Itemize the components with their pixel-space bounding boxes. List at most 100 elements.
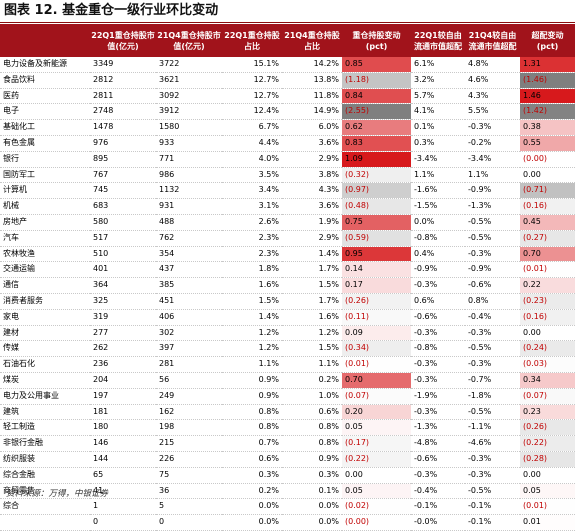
q1-cell: 767 xyxy=(90,167,156,184)
p4-cell: 0.2% xyxy=(282,372,342,389)
o1-cell: -1.5% xyxy=(411,198,465,215)
table-row: 计算机 745 1132 3.4% 4.3% (0.97) -1.6% -0.9% (0.71) xyxy=(0,182,575,200)
q4-cell: 75 xyxy=(156,467,222,484)
ochg-cell: 1.46 xyxy=(520,88,575,105)
q1-cell: 2812 xyxy=(90,72,156,89)
q1-cell: 277 xyxy=(90,325,156,342)
o4-cell: -3.4% xyxy=(465,151,520,168)
p1-cell: 2.3% xyxy=(222,246,282,263)
q1-cell: 745 xyxy=(90,182,156,200)
q4-cell: 488 xyxy=(156,214,222,231)
p4-cell: 0.8% xyxy=(282,435,342,452)
q1-cell: 181 xyxy=(90,404,156,421)
table-row: 医药 2811 3092 12.7% 11.8% 0.84 5.7% 4.3% 1.46 xyxy=(0,88,575,105)
p4-cell: 1.5% xyxy=(282,277,342,294)
chg-cell: (0.07) xyxy=(342,388,411,405)
p1-cell: 1.5% xyxy=(222,293,282,310)
q1-cell: 65 xyxy=(90,467,156,484)
ochg-cell: 0.55 xyxy=(520,135,575,152)
chg-cell: 0.17 xyxy=(342,277,411,294)
chg-cell: (0.97) xyxy=(342,182,411,200)
p1-cell: 2.6% xyxy=(222,214,282,231)
chg-cell: 1.09 xyxy=(342,151,411,168)
p1-cell: 1.2% xyxy=(222,340,282,358)
p4-cell: 3.6% xyxy=(282,135,342,152)
q1-cell: 204 xyxy=(90,372,156,389)
o1-cell: -1.9% xyxy=(411,388,465,405)
header-cell: 21Q4重仓持股市值(亿元) xyxy=(156,24,222,57)
p1-cell: 3.4% xyxy=(222,182,282,200)
p4-cell: 1.7% xyxy=(282,293,342,310)
name-cell: 交通运输 xyxy=(0,261,90,279)
ochg-cell: (0.07) xyxy=(520,388,575,405)
table-row: 电力及公用事业 197 249 0.9% 1.0% (0.07) -1.9% -1.8% (0.… xyxy=(0,388,575,405)
o4-cell: -0.9% xyxy=(465,182,520,200)
figure-title: 图表 12. 基金重仓一级行业环比变动 xyxy=(4,3,219,18)
table-row: 房地产 580 488 2.6% 1.9% 0.75 0.0% -0.5% 0.45 xyxy=(0,214,575,231)
o4-cell: -0.5% xyxy=(465,214,520,231)
chg-cell: (0.00) xyxy=(342,514,411,531)
p4-cell: 1.4% xyxy=(282,246,342,263)
p1-cell: 15.1% xyxy=(222,57,282,73)
q4-cell: 36 xyxy=(156,483,222,500)
p4-cell: 1.2% xyxy=(282,325,342,342)
q1-cell: 510 xyxy=(90,246,156,263)
ochg-cell: 0.23 xyxy=(520,404,575,421)
o4-cell: -0.6% xyxy=(465,277,520,294)
table-row: 通信 364 385 1.6% 1.5% 0.17 -0.3% -0.6% 0.22 xyxy=(0,277,575,294)
source-note: 资料来源：万得，中银证券 xyxy=(6,489,109,499)
o1-cell: -0.1% xyxy=(411,498,465,516)
ochg-cell: 0.70 xyxy=(520,246,575,263)
o4-cell: 0.8% xyxy=(465,293,520,310)
ochg-cell: (0.01) xyxy=(520,498,575,516)
q1-cell: 1478 xyxy=(90,119,156,136)
table-row: 建材 277 302 1.2% 1.2% 0.09 -0.3% -0.3% 0.00 xyxy=(0,325,575,342)
p1-cell: 3.5% xyxy=(222,167,282,184)
q4-cell: 3722 xyxy=(156,57,222,73)
p4-cell: 1.7% xyxy=(282,261,342,279)
industry-table: 22Q1重仓持股市值(亿元) 21Q4重仓持股市值(亿元) 22Q1重仓持股占比… xyxy=(0,24,575,531)
p1-cell: 1.4% xyxy=(222,309,282,326)
q4-cell: 3092 xyxy=(156,88,222,105)
chg-cell: 0.05 xyxy=(342,483,411,500)
p1-cell: 0.8% xyxy=(222,404,282,421)
q4-cell: 762 xyxy=(156,230,222,247)
p4-cell: 6.0% xyxy=(282,119,342,136)
o1-cell: 0.3% xyxy=(411,135,465,152)
o1-cell: -0.3% xyxy=(411,372,465,389)
name-cell: 电力设备及新能源 xyxy=(0,57,90,73)
chg-cell: (0.11) xyxy=(342,309,411,326)
o1-cell: 3.2% xyxy=(411,72,465,89)
q4-cell: 354 xyxy=(156,246,222,263)
title-rule xyxy=(0,22,575,23)
p1-cell: 4.0% xyxy=(222,151,282,168)
q4-cell: 933 xyxy=(156,135,222,152)
ochg-cell: 0.38 xyxy=(520,119,575,136)
ochg-cell: (0.22) xyxy=(520,435,575,452)
ochg-cell: (0.23) xyxy=(520,293,575,310)
name-cell: 电子 xyxy=(0,103,90,121)
name-cell: 汽车 xyxy=(0,230,90,247)
o4-cell: -0.3% xyxy=(465,467,520,484)
p4-cell: 3.6% xyxy=(282,198,342,215)
header-cell: 22Q1重仓持股占比 xyxy=(222,24,282,57)
table-row: 有色金属 976 933 4.4% 3.6% 0.83 0.3% -0.2% 0.55 xyxy=(0,135,575,152)
o1-cell: -0.3% xyxy=(411,356,465,373)
p4-cell: 4.3% xyxy=(282,182,342,200)
chg-cell: 0.14 xyxy=(342,261,411,279)
name-cell: 纺织服装 xyxy=(0,451,90,468)
o1-cell: 0.4% xyxy=(411,246,465,263)
q4-cell: 437 xyxy=(156,261,222,279)
p1-cell: 2.3% xyxy=(222,230,282,247)
p4-cell: 0.6% xyxy=(282,404,342,421)
name-cell: 电力及公用事业 xyxy=(0,388,90,405)
q4-cell: 5 xyxy=(156,498,222,516)
o1-cell: -4.8% xyxy=(411,435,465,452)
name-cell: 医药 xyxy=(0,88,90,105)
chg-cell: 0.84 xyxy=(342,88,411,105)
chg-cell: 0.62 xyxy=(342,119,411,136)
name-cell: 非银行金融 xyxy=(0,435,90,452)
o4-cell: 4.8% xyxy=(465,57,520,73)
header-cell: 21Q4重仓持股占比 xyxy=(282,24,342,57)
table-row: 汽车 517 762 2.3% 2.9% (0.59) -0.8% -0.5% (0.27) xyxy=(0,230,575,247)
